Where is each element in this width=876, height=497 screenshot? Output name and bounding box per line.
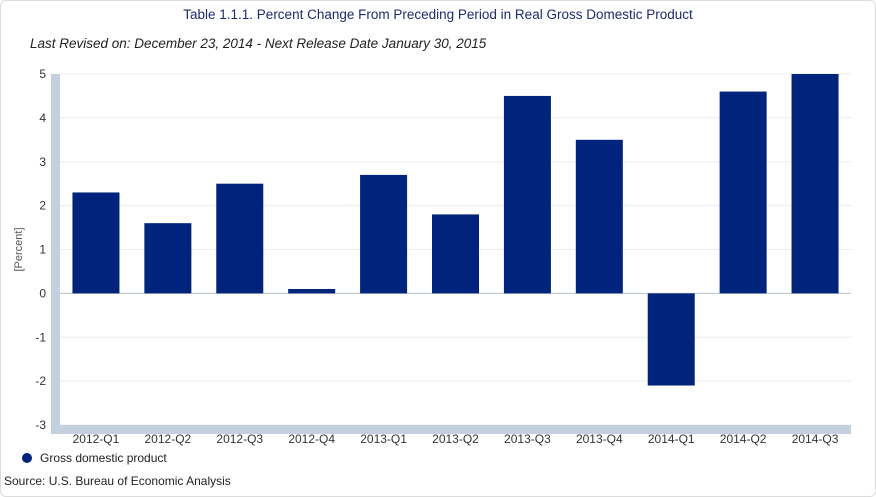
bar-2014-Q1 (647, 293, 695, 386)
bar-2012-Q1 (72, 192, 120, 294)
bar-2012-Q2 (144, 223, 192, 294)
y-tick-label: 4 (39, 111, 46, 125)
y-axis-label: [Percent] (13, 227, 25, 271)
y-tick-label: 3 (39, 155, 46, 169)
x-tick-label: 2014-Q2 (720, 432, 767, 446)
x-tick-label: 2012-Q4 (288, 432, 335, 446)
x-tick-label: 2012-Q1 (73, 432, 120, 446)
bar-2013-Q2 (432, 214, 479, 294)
chart-subtitle: Last Revised on: December 23, 2014 - Nex… (30, 36, 487, 51)
y-tick-label: -1 (35, 330, 46, 344)
y-tick-label: 2 (39, 199, 46, 213)
y-axis-line (51, 74, 60, 429)
source-note: Source: U.S. Bureau of Economic Analysis (4, 474, 231, 488)
chart-title: Table 1.1.1. Percent Change From Precedi… (183, 7, 693, 22)
bar-2014-Q3 (791, 74, 839, 294)
y-tick-label: 5 (39, 67, 46, 81)
bar-2014-Q2 (719, 91, 767, 294)
y-tick-label: -2 (35, 374, 46, 388)
x-tick-label: 2014-Q3 (792, 432, 839, 446)
gdp-bar-chart: 5 4 3 2 1 0 -1 -2 -3 [Percent] 2012-Q1 2012-Q2 2012-… (13, 67, 851, 446)
legend-marker (22, 453, 32, 463)
x-axis-line (51, 425, 851, 434)
bar-2013-Q3 (503, 95, 551, 294)
x-tick-label: 2013-Q4 (576, 432, 623, 446)
bar-2012-Q3 (216, 183, 264, 294)
bar-2012-Q4 (288, 288, 336, 294)
x-tick-label: 2012-Q2 (145, 432, 192, 446)
y-tick-label: 1 (39, 243, 46, 257)
y-tick-label: 0 (39, 286, 46, 300)
bar-2013-Q4 (575, 139, 623, 294)
legend-label: Gross domestic product (40, 451, 167, 465)
bar-2013-Q1 (360, 174, 408, 294)
x-tick-label: 2013-Q1 (360, 432, 407, 446)
legend[interactable]: Gross domestic product (22, 451, 167, 465)
x-tick-label: 2013-Q3 (504, 432, 551, 446)
y-tick-label: -3 (35, 418, 46, 432)
x-tick-label: 2014-Q1 (648, 432, 695, 446)
x-tick-label: 2012-Q3 (216, 432, 263, 446)
x-tick-label: 2013-Q2 (432, 432, 479, 446)
